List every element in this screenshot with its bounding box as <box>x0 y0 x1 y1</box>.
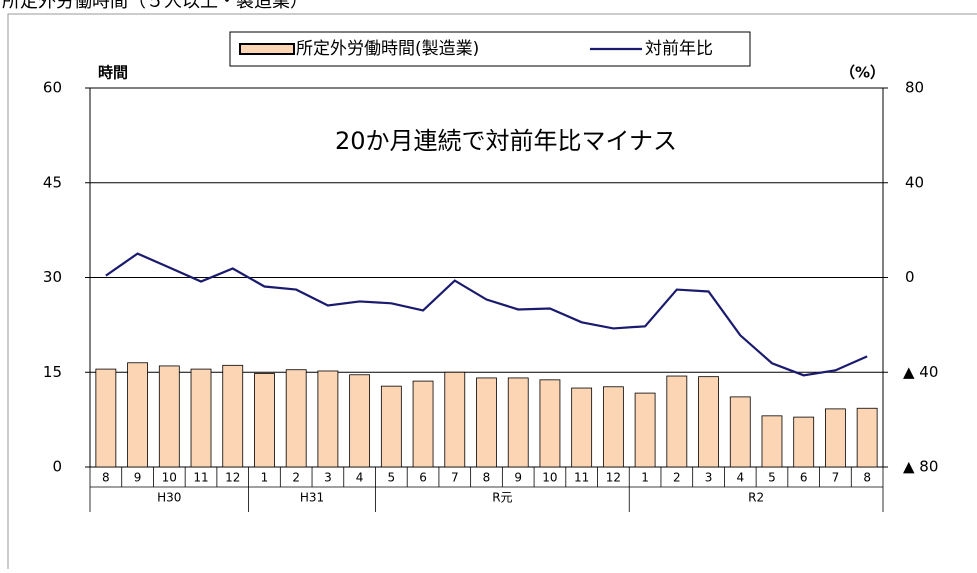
x-tick-label: 3 <box>324 471 332 485</box>
x-tick-label: 3 <box>705 471 713 485</box>
bar <box>825 408 846 468</box>
bar <box>222 364 244 468</box>
bar <box>412 380 434 468</box>
x-tick-label: 11 <box>193 471 208 485</box>
y-axis-label: 時間 <box>98 64 128 82</box>
x-tick-label: 11 <box>574 471 589 485</box>
y-tick-label: 15 <box>43 363 62 381</box>
x-tick-label: 2 <box>292 471 300 485</box>
x-tick-label: 12 <box>225 471 240 485</box>
legend-label: 対前年比 <box>645 39 713 59</box>
bar <box>634 392 656 468</box>
x-group-label: H30 <box>157 491 181 505</box>
y2-axis-label: （%） <box>840 64 885 82</box>
bar <box>127 362 148 468</box>
x-group-label: R2 <box>748 491 764 505</box>
bar <box>190 368 212 468</box>
bar <box>317 370 339 468</box>
bar <box>602 386 624 468</box>
x-tick-label: 9 <box>514 471 522 485</box>
bar <box>793 416 815 468</box>
x-tick-label: 10 <box>542 471 557 485</box>
x-tick-label: 4 <box>356 471 364 485</box>
bar <box>254 373 275 468</box>
x-tick-label: 5 <box>768 471 776 485</box>
bar <box>95 368 117 468</box>
legend-box <box>229 31 751 67</box>
x-tick-label: 9 <box>134 471 142 485</box>
line <box>105 252 868 377</box>
x-tick-label: 6 <box>800 471 808 485</box>
bar <box>158 365 180 468</box>
y-tick-label: 45 <box>43 173 62 191</box>
bar <box>507 377 529 468</box>
bar <box>698 376 719 468</box>
bar <box>380 385 402 468</box>
x-group-label: R元 <box>492 491 512 505</box>
x-tick-label: 10 <box>162 471 177 485</box>
bar <box>539 379 561 468</box>
x-tick-label: 8 <box>102 471 110 485</box>
x-group-label: H31 <box>300 491 324 505</box>
bar <box>349 374 371 468</box>
y2-tick-label: 0 <box>905 268 915 286</box>
y-tick-label: 60 <box>43 79 62 97</box>
bar <box>571 387 593 468</box>
bar <box>444 371 466 468</box>
x-tick-label: 4 <box>736 471 744 485</box>
bar <box>729 396 751 468</box>
frame <box>7 13 977 573</box>
y-tick-label: 0 <box>52 458 62 476</box>
x-tick-label: 2 <box>673 471 681 485</box>
x-tick-label: 8 <box>863 471 871 485</box>
x-tick-label: 8 <box>483 471 491 485</box>
x-tick-label: 6 <box>419 471 427 485</box>
y2-tick-label: 40 <box>905 173 924 191</box>
y2-tick-label: ▲ 80 <box>903 458 938 476</box>
bar <box>476 377 497 468</box>
chart-title: 所定外労働時間（５人以上・製造業） <box>2 0 308 12</box>
x-tick-label: 5 <box>388 471 396 485</box>
y2-tick-label: ▲ 40 <box>903 363 938 381</box>
x-tick-label: 7 <box>832 471 840 485</box>
legend-swatch <box>239 43 295 55</box>
bar <box>761 415 783 468</box>
y2-tick-label: 80 <box>905 79 924 97</box>
y-tick-label: 30 <box>43 268 62 286</box>
legend-label: 所定外労働時間(製造業) <box>296 39 479 59</box>
x-tick-label: 12 <box>606 471 621 485</box>
bar <box>666 375 688 468</box>
annotation: 20か月連続で対前年比マイナス <box>335 127 677 155</box>
x-tick-label: 1 <box>641 471 649 485</box>
bar <box>285 369 307 468</box>
bar <box>856 407 878 468</box>
x-tick-label: 7 <box>451 471 459 485</box>
x-tick-label: 1 <box>261 471 269 485</box>
